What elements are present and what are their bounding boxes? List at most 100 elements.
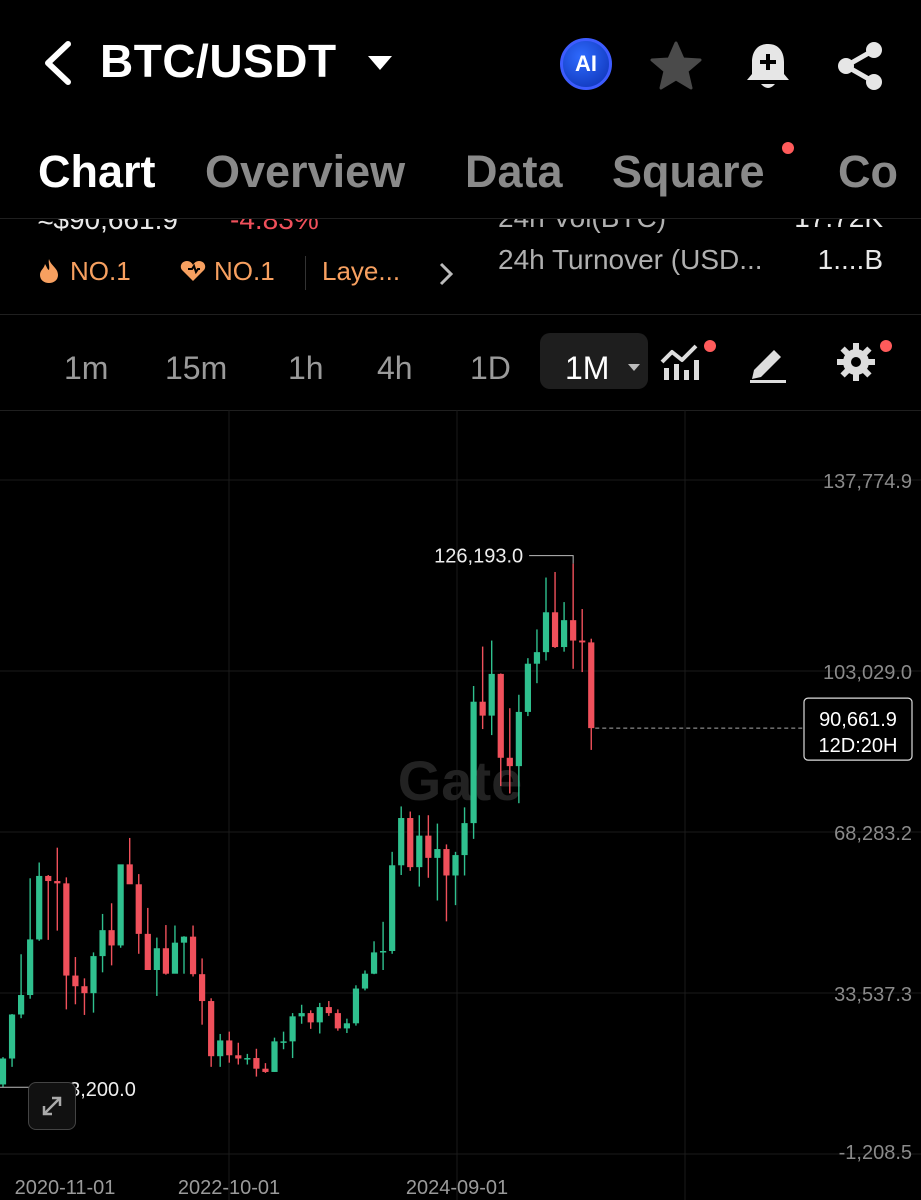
rank-badge-favorite[interactable]: NO.1 xyxy=(214,256,275,286)
x-tick-label: 2020-11-01 xyxy=(15,1177,116,1199)
timeframe-divider xyxy=(0,410,921,411)
tab-square[interactable]: Square xyxy=(612,146,765,197)
candle-body xyxy=(389,865,396,952)
timeframe-1M[interactable]: 1M xyxy=(565,350,610,386)
candle-body xyxy=(27,939,34,996)
indicator-dot xyxy=(704,340,716,352)
candle-body xyxy=(298,1013,305,1017)
timeframe-1h[interactable]: 1h xyxy=(288,350,324,386)
last-price: ≈$90,661.9 xyxy=(38,218,178,235)
ticker-panel: ≈$90,661.9 -4.83% 24h Vol(BTC) 17.72K 24… xyxy=(0,218,921,314)
expand-icon xyxy=(42,1096,62,1116)
candle-body xyxy=(316,1007,323,1023)
candle-body xyxy=(380,951,387,953)
indicator-icon[interactable] xyxy=(658,340,702,384)
candle-body xyxy=(45,875,52,882)
tab-more[interactable]: Co xyxy=(838,146,898,197)
ticker-divider xyxy=(0,314,921,315)
candle-body xyxy=(398,818,405,866)
candle-body xyxy=(334,1013,341,1029)
caret-down-icon[interactable] xyxy=(368,56,392,70)
high-leader-line xyxy=(529,555,574,564)
top-bar: BTC/USDT AI xyxy=(0,0,921,130)
tab-chart[interactable]: Chart xyxy=(38,146,156,197)
candle-body xyxy=(108,930,115,946)
y-tick-label: 137,774.9 xyxy=(823,471,912,493)
candle-body xyxy=(416,835,423,868)
candle-body xyxy=(262,1068,269,1072)
tabs-divider xyxy=(0,218,921,219)
candle-body xyxy=(189,936,197,975)
candle-body xyxy=(479,701,486,716)
chevron-right-icon[interactable] xyxy=(434,260,458,288)
candle-body xyxy=(36,875,43,940)
x-axis-labels: 2020-11-01 2022-10-01 2024-09-01 xyxy=(15,1177,509,1199)
ai-assistant-button[interactable]: AI xyxy=(560,38,612,90)
candle-body xyxy=(289,1016,296,1042)
candle-body xyxy=(162,948,169,974)
candle-body xyxy=(352,988,360,1024)
expand-chart-button[interactable] xyxy=(28,1082,76,1130)
candle-body xyxy=(542,612,550,653)
gear-icon[interactable] xyxy=(834,340,878,384)
candle-body xyxy=(244,1058,251,1060)
candle-body xyxy=(153,948,160,971)
bell-plus-icon[interactable] xyxy=(740,38,796,94)
timeframe-caret-icon[interactable] xyxy=(628,364,640,371)
candle-body xyxy=(434,849,441,858)
candle-body xyxy=(343,1023,350,1029)
settings-dot xyxy=(880,340,892,352)
current-price-label: 90,661.9 xyxy=(819,709,897,731)
timeframe-15m[interactable]: 15m xyxy=(165,350,228,386)
y-tick-label: -1,208.5 xyxy=(839,1142,912,1164)
tab-overview[interactable]: Overview xyxy=(205,146,406,197)
candle-body xyxy=(407,818,414,868)
candle-body xyxy=(524,663,531,712)
candle-body xyxy=(443,849,450,876)
active-timeframe-bg xyxy=(540,333,648,389)
y-tick-label: 68,283.2 xyxy=(834,823,912,845)
candle-body xyxy=(235,1055,242,1059)
x-tick-label: 2022-10-01 xyxy=(178,1177,280,1199)
candle-body xyxy=(515,711,522,767)
pair-title[interactable]: BTC/USDT xyxy=(100,35,337,87)
candle-body xyxy=(425,835,432,858)
timeframe-1d[interactable]: 1D xyxy=(470,350,511,386)
star-icon[interactable] xyxy=(648,38,704,94)
candle-body xyxy=(533,652,541,664)
candles xyxy=(0,563,595,1088)
candle-body xyxy=(253,1058,260,1069)
timeframe-4h[interactable]: 4h xyxy=(377,350,413,386)
share-icon[interactable] xyxy=(832,38,888,94)
candle-body xyxy=(54,881,61,884)
y-tick-label: 103,029.0 xyxy=(823,662,912,684)
candle-body xyxy=(199,974,206,1002)
candle-body xyxy=(171,942,179,974)
chart-annotations: 126,193.0 13,200.0 90,661.9 12D:20H xyxy=(0,546,913,1101)
y-tick-label: 33,537.3 xyxy=(834,984,912,1006)
stat-label-turnover: 24h Turnover (USD... xyxy=(498,244,763,275)
candle-body xyxy=(126,864,133,885)
category-badge[interactable]: Laye... xyxy=(322,256,401,286)
candle-body xyxy=(561,620,568,648)
candle-body xyxy=(361,973,369,989)
rank-badge-hot[interactable]: NO.1 xyxy=(70,256,131,286)
candle-body xyxy=(63,883,70,976)
candle-body xyxy=(370,952,378,974)
back-arrow-icon[interactable] xyxy=(38,40,78,86)
candlestick-chart[interactable]: Gate 137,774.9 103,029.0 68,283.2 33,537.3 -… xyxy=(0,410,921,1200)
candle-body xyxy=(226,1040,233,1056)
candle-body xyxy=(307,1013,314,1023)
current-price-box xyxy=(803,697,913,761)
tab-data[interactable]: Data xyxy=(465,146,563,197)
candle-body xyxy=(117,864,124,946)
timeframe-1m[interactable]: 1m xyxy=(64,350,109,386)
candle-body xyxy=(8,1014,16,1059)
candle-body xyxy=(588,642,595,729)
candle-body xyxy=(144,933,151,971)
pencil-icon[interactable] xyxy=(746,340,790,384)
countdown-label: 12D:20H xyxy=(819,735,898,757)
chart-grid xyxy=(0,410,921,1200)
low-price-label: 13,200.0 xyxy=(58,1079,136,1101)
stat-label-volume: 24h Vol(BTC) xyxy=(498,218,666,234)
